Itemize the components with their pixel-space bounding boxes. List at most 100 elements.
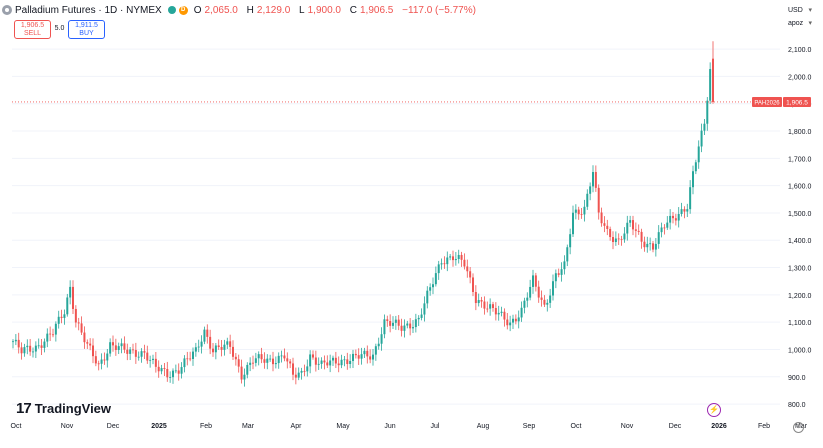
change-value: −117.0 (−5.77%) bbox=[402, 4, 476, 16]
candle-body bbox=[380, 334, 383, 344]
candle-body bbox=[617, 238, 620, 240]
ohlc-values: O 2,065.0 H 2,129.0 L 1,900.0 C 1,906.5 −117… bbox=[194, 5, 482, 16]
candle-body bbox=[294, 374, 297, 378]
candle-body bbox=[529, 286, 532, 298]
candles bbox=[12, 41, 714, 387]
close-value: 1,906.5 bbox=[360, 4, 394, 16]
candle-body bbox=[680, 209, 683, 214]
candle-body bbox=[689, 187, 692, 210]
time-tick-label: Dec bbox=[669, 423, 682, 430]
candle-body bbox=[249, 362, 252, 365]
candle-body bbox=[663, 227, 666, 229]
candle-body bbox=[260, 354, 263, 360]
candle-body bbox=[214, 345, 217, 353]
candle-body bbox=[72, 286, 74, 309]
last-price-marker: PAH2026 1,906.5 bbox=[12, 96, 811, 107]
candle-body bbox=[332, 357, 334, 361]
candle-body bbox=[146, 352, 149, 361]
candle-body bbox=[106, 353, 109, 361]
candle-body bbox=[17, 339, 20, 348]
candle-body bbox=[320, 360, 323, 364]
settings-gear-icon[interactable]: ⚙ bbox=[793, 422, 804, 433]
time-tick-label: Dec bbox=[107, 423, 120, 430]
candle-body bbox=[317, 363, 320, 365]
candle-body bbox=[457, 254, 460, 260]
candle-body bbox=[114, 345, 117, 350]
candle-body bbox=[432, 284, 434, 288]
candle-body bbox=[354, 353, 357, 356]
price-tick-label: 1,000.0 bbox=[788, 347, 811, 354]
candle-body bbox=[509, 322, 512, 326]
currency-dropdown[interactable]: USD bbox=[784, 4, 816, 17]
chart-legend: Palladium Futures · 1D · NYMEX D O 2,065.… bbox=[2, 3, 482, 17]
candle-body bbox=[469, 271, 472, 278]
candle-body bbox=[532, 275, 534, 287]
events-flash-icon[interactable]: ⚡ bbox=[707, 403, 721, 417]
candle-body bbox=[520, 307, 523, 318]
candle-body bbox=[634, 229, 637, 231]
time-tick-label: Aug bbox=[477, 423, 490, 430]
candle-body bbox=[543, 299, 546, 305]
candle-body bbox=[652, 243, 654, 250]
tradingview-logo[interactable]: 17 TradingView bbox=[16, 400, 111, 417]
candle-body bbox=[283, 355, 286, 359]
candle-body bbox=[52, 334, 54, 336]
price-tick-label: 1,500.0 bbox=[788, 211, 811, 218]
candle-body bbox=[640, 231, 643, 242]
candle-body bbox=[657, 232, 660, 244]
candle-body bbox=[352, 353, 354, 361]
candle-body bbox=[337, 363, 340, 366]
candle-body bbox=[240, 366, 243, 380]
candle-body bbox=[143, 351, 146, 353]
buy-button[interactable]: 1,911.5 BUY bbox=[68, 20, 105, 39]
time-axis: Oct Nov Dec 2025 Feb Mar Apr May Jun Jul Aug Sep Oct… bbox=[11, 423, 808, 430]
sell-button[interactable]: 1,906.5 SELL bbox=[14, 20, 51, 39]
candle-body bbox=[26, 345, 29, 348]
candle-body bbox=[186, 358, 189, 360]
candle-body bbox=[43, 341, 46, 348]
candle-body bbox=[192, 351, 194, 359]
candle-body bbox=[420, 314, 423, 318]
candle-body bbox=[169, 377, 172, 378]
candle-body bbox=[694, 162, 697, 172]
low-label: L bbox=[299, 4, 305, 16]
candle-body bbox=[400, 325, 403, 331]
candle-body bbox=[449, 256, 452, 258]
candle-body bbox=[446, 257, 449, 265]
candle-body bbox=[243, 374, 246, 380]
candle-body bbox=[257, 354, 260, 359]
candle-body bbox=[632, 220, 634, 230]
candle-body bbox=[603, 223, 606, 226]
candle-body bbox=[697, 146, 700, 163]
candle-body bbox=[229, 341, 232, 347]
symbol-title[interactable]: Palladium Futures · 1D · NYMEX bbox=[15, 4, 162, 16]
candle-body bbox=[463, 259, 466, 267]
candle-body bbox=[137, 356, 140, 358]
candle-body bbox=[160, 368, 163, 372]
candle-body bbox=[660, 227, 663, 233]
candle-body bbox=[414, 319, 417, 328]
candle-body bbox=[334, 357, 337, 364]
open-label: O bbox=[193, 4, 202, 16]
time-tick-label: Jul bbox=[431, 423, 440, 430]
candle-body bbox=[472, 277, 474, 293]
candle-body bbox=[280, 355, 283, 357]
candle-body bbox=[572, 212, 574, 235]
candle-body bbox=[60, 316, 63, 318]
delayed-data-badge[interactable]: D bbox=[178, 5, 188, 15]
candle-body bbox=[454, 259, 457, 261]
candle-body bbox=[180, 367, 183, 374]
candle-body bbox=[80, 323, 83, 333]
candle-body bbox=[674, 218, 677, 221]
candle-body bbox=[383, 319, 386, 335]
candle-body bbox=[174, 370, 177, 372]
candle-body bbox=[194, 347, 197, 352]
candle-body bbox=[246, 364, 249, 375]
candle-body bbox=[600, 212, 603, 224]
price-tick-label: 1,100.0 bbox=[788, 320, 811, 327]
time-tick-label: May bbox=[336, 423, 350, 430]
time-tick-label: Jun bbox=[384, 423, 395, 430]
scale-mode-dropdown[interactable]: apoz bbox=[784, 18, 816, 30]
sell-price: 1,906.5 bbox=[20, 22, 45, 29]
